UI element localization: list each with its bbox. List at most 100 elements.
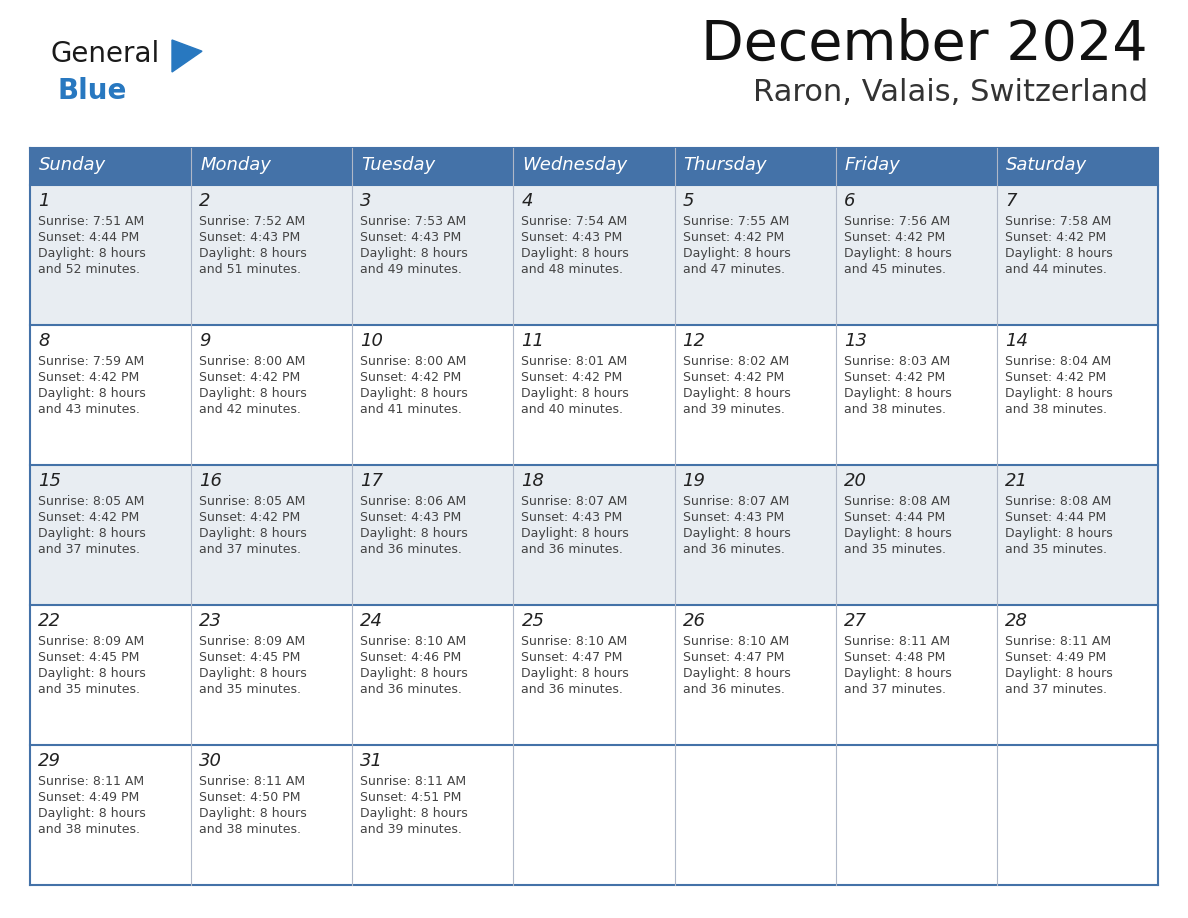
Text: Daylight: 8 hours: Daylight: 8 hours <box>683 667 790 680</box>
Text: and 38 minutes.: and 38 minutes. <box>200 823 301 836</box>
Text: Sunrise: 7:51 AM: Sunrise: 7:51 AM <box>38 215 144 228</box>
Text: and 37 minutes.: and 37 minutes. <box>200 543 301 556</box>
Text: Sunday: Sunday <box>39 156 106 174</box>
Text: and 48 minutes.: and 48 minutes. <box>522 263 624 276</box>
Text: Sunset: 4:43 PM: Sunset: 4:43 PM <box>360 511 461 524</box>
Text: 11: 11 <box>522 332 544 350</box>
Text: 1: 1 <box>38 192 50 210</box>
Text: and 47 minutes.: and 47 minutes. <box>683 263 784 276</box>
Text: Sunrise: 8:09 AM: Sunrise: 8:09 AM <box>200 635 305 648</box>
Text: and 36 minutes.: and 36 minutes. <box>522 683 624 696</box>
Text: 3: 3 <box>360 192 372 210</box>
Text: Sunset: 4:42 PM: Sunset: 4:42 PM <box>843 231 944 244</box>
Text: and 38 minutes.: and 38 minutes. <box>1005 403 1107 416</box>
Text: Sunset: 4:47 PM: Sunset: 4:47 PM <box>522 651 623 664</box>
Text: Sunset: 4:42 PM: Sunset: 4:42 PM <box>1005 231 1106 244</box>
Text: Sunset: 4:47 PM: Sunset: 4:47 PM <box>683 651 784 664</box>
Text: Daylight: 8 hours: Daylight: 8 hours <box>38 807 146 820</box>
Text: Sunset: 4:45 PM: Sunset: 4:45 PM <box>38 651 139 664</box>
Text: and 51 minutes.: and 51 minutes. <box>200 263 301 276</box>
Text: 5: 5 <box>683 192 694 210</box>
Text: 18: 18 <box>522 472 544 490</box>
Text: and 35 minutes.: and 35 minutes. <box>1005 543 1107 556</box>
Text: Daylight: 8 hours: Daylight: 8 hours <box>38 527 146 540</box>
Text: and 38 minutes.: and 38 minutes. <box>843 403 946 416</box>
Text: Sunset: 4:44 PM: Sunset: 4:44 PM <box>843 511 944 524</box>
Text: Sunset: 4:44 PM: Sunset: 4:44 PM <box>1005 511 1106 524</box>
Text: Daylight: 8 hours: Daylight: 8 hours <box>360 807 468 820</box>
Text: Sunrise: 8:08 AM: Sunrise: 8:08 AM <box>1005 495 1111 508</box>
Text: Friday: Friday <box>845 156 901 174</box>
Text: Sunrise: 8:05 AM: Sunrise: 8:05 AM <box>38 495 145 508</box>
Text: Daylight: 8 hours: Daylight: 8 hours <box>683 247 790 260</box>
Text: and 40 minutes.: and 40 minutes. <box>522 403 624 416</box>
Text: Sunset: 4:49 PM: Sunset: 4:49 PM <box>38 791 139 804</box>
Text: Sunset: 4:42 PM: Sunset: 4:42 PM <box>1005 371 1106 384</box>
Text: Sunrise: 8:10 AM: Sunrise: 8:10 AM <box>683 635 789 648</box>
Text: Monday: Monday <box>200 156 271 174</box>
Text: Sunset: 4:43 PM: Sunset: 4:43 PM <box>522 231 623 244</box>
Text: Sunrise: 8:11 AM: Sunrise: 8:11 AM <box>200 775 305 788</box>
Text: Sunrise: 8:11 AM: Sunrise: 8:11 AM <box>360 775 467 788</box>
Text: Sunrise: 7:52 AM: Sunrise: 7:52 AM <box>200 215 305 228</box>
Text: and 36 minutes.: and 36 minutes. <box>683 543 784 556</box>
Text: Sunset: 4:48 PM: Sunset: 4:48 PM <box>843 651 946 664</box>
Text: Sunrise: 7:53 AM: Sunrise: 7:53 AM <box>360 215 467 228</box>
Text: Daylight: 8 hours: Daylight: 8 hours <box>843 387 952 400</box>
Text: and 38 minutes.: and 38 minutes. <box>38 823 140 836</box>
Text: Sunrise: 7:59 AM: Sunrise: 7:59 AM <box>38 355 144 368</box>
Text: Sunrise: 8:03 AM: Sunrise: 8:03 AM <box>843 355 950 368</box>
Text: 7: 7 <box>1005 192 1017 210</box>
Text: and 41 minutes.: and 41 minutes. <box>360 403 462 416</box>
Text: Sunset: 4:44 PM: Sunset: 4:44 PM <box>38 231 139 244</box>
Text: Sunrise: 8:04 AM: Sunrise: 8:04 AM <box>1005 355 1111 368</box>
Bar <box>30 465 1158 605</box>
Text: Sunset: 4:43 PM: Sunset: 4:43 PM <box>683 511 784 524</box>
Text: and 36 minutes.: and 36 minutes. <box>360 683 462 696</box>
Text: Sunset: 4:42 PM: Sunset: 4:42 PM <box>843 371 944 384</box>
Text: Daylight: 8 hours: Daylight: 8 hours <box>360 527 468 540</box>
Text: and 49 minutes.: and 49 minutes. <box>360 263 462 276</box>
Bar <box>30 745 1158 885</box>
Text: and 35 minutes.: and 35 minutes. <box>843 543 946 556</box>
Text: Blue: Blue <box>58 77 127 105</box>
Text: 4: 4 <box>522 192 533 210</box>
Bar <box>30 605 1158 745</box>
Text: Daylight: 8 hours: Daylight: 8 hours <box>200 807 307 820</box>
Text: and 35 minutes.: and 35 minutes. <box>200 683 301 696</box>
Text: Daylight: 8 hours: Daylight: 8 hours <box>522 667 630 680</box>
Text: and 44 minutes.: and 44 minutes. <box>1005 263 1107 276</box>
Polygon shape <box>172 40 202 72</box>
Text: 24: 24 <box>360 612 384 630</box>
Text: 22: 22 <box>38 612 61 630</box>
Text: Sunset: 4:43 PM: Sunset: 4:43 PM <box>200 231 301 244</box>
Text: and 37 minutes.: and 37 minutes. <box>38 543 140 556</box>
Text: 2: 2 <box>200 192 210 210</box>
Text: Daylight: 8 hours: Daylight: 8 hours <box>200 387 307 400</box>
Text: and 36 minutes.: and 36 minutes. <box>360 543 462 556</box>
Text: and 37 minutes.: and 37 minutes. <box>843 683 946 696</box>
Bar <box>30 148 1158 185</box>
Text: Daylight: 8 hours: Daylight: 8 hours <box>200 247 307 260</box>
Text: Sunset: 4:51 PM: Sunset: 4:51 PM <box>360 791 462 804</box>
Text: Sunrise: 7:58 AM: Sunrise: 7:58 AM <box>1005 215 1111 228</box>
Text: Sunset: 4:43 PM: Sunset: 4:43 PM <box>360 231 461 244</box>
Text: 6: 6 <box>843 192 855 210</box>
Text: 31: 31 <box>360 752 384 770</box>
Text: Sunset: 4:42 PM: Sunset: 4:42 PM <box>38 371 139 384</box>
Text: Sunrise: 8:10 AM: Sunrise: 8:10 AM <box>522 635 627 648</box>
Text: Daylight: 8 hours: Daylight: 8 hours <box>522 527 630 540</box>
Text: Sunset: 4:45 PM: Sunset: 4:45 PM <box>200 651 301 664</box>
Text: Daylight: 8 hours: Daylight: 8 hours <box>843 247 952 260</box>
Text: 26: 26 <box>683 612 706 630</box>
Text: and 52 minutes.: and 52 minutes. <box>38 263 140 276</box>
Text: Sunrise: 8:07 AM: Sunrise: 8:07 AM <box>683 495 789 508</box>
Text: 30: 30 <box>200 752 222 770</box>
Bar <box>30 325 1158 465</box>
Text: Sunset: 4:50 PM: Sunset: 4:50 PM <box>200 791 301 804</box>
Text: Daylight: 8 hours: Daylight: 8 hours <box>360 667 468 680</box>
Text: 9: 9 <box>200 332 210 350</box>
Text: Sunset: 4:42 PM: Sunset: 4:42 PM <box>38 511 139 524</box>
Text: 23: 23 <box>200 612 222 630</box>
Text: Thursday: Thursday <box>683 156 767 174</box>
